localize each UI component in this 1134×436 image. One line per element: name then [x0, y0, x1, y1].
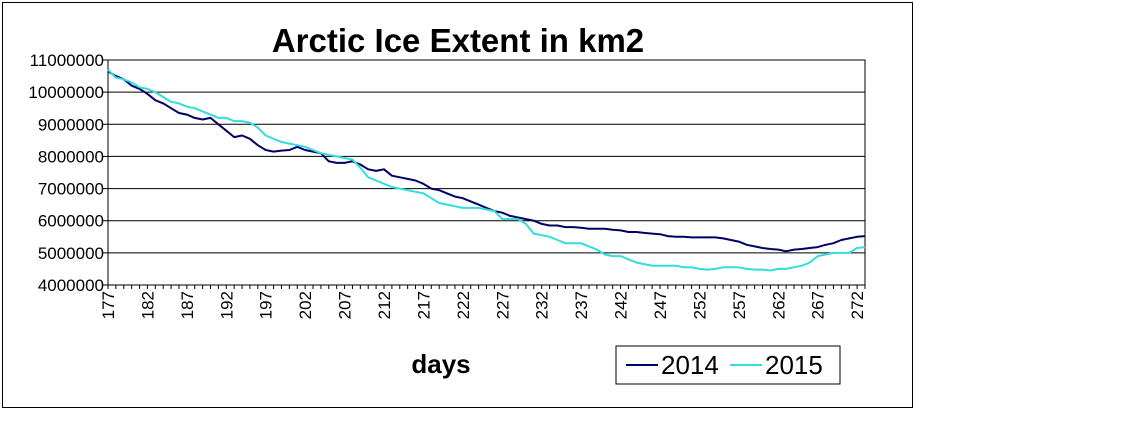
- x-tick-label: 177: [99, 291, 118, 319]
- legend-label-2015: 2015: [765, 350, 823, 380]
- x-axis-ticks: 177 182 187 192 197 202 207 212 217 222 227 232 237 2…: [99, 285, 867, 319]
- x-tick-label: 187: [178, 291, 197, 319]
- x-tick-label: 262: [769, 291, 788, 319]
- x-tick-label: 197: [257, 291, 276, 319]
- grid-lines: [108, 59, 865, 286]
- x-tick-label: 207: [336, 291, 355, 319]
- x-tick-label: 237: [572, 291, 591, 319]
- x-tick-label: 212: [375, 291, 394, 319]
- chart-svg: Arctic Ice Extent in km2 11000000 1000000…: [28, 22, 867, 385]
- x-tick-label: 272: [848, 291, 867, 319]
- legend: 2014 2015: [615, 345, 841, 385]
- x-tick-label: 232: [533, 291, 552, 319]
- x-axis-label: days: [411, 349, 470, 379]
- x-tick-label: 257: [730, 291, 749, 319]
- x-tick-label: 252: [690, 291, 709, 319]
- x-tick-label: 247: [651, 291, 670, 319]
- y-tick-label: 8000000: [38, 147, 104, 166]
- x-tick-label: 192: [217, 291, 236, 319]
- chart-title: Arctic Ice Extent in km2: [272, 22, 644, 59]
- y-tick-label: 4000000: [38, 276, 104, 295]
- chart-frame: Arctic Ice Extent in km2 11000000 1000000…: [2, 2, 913, 408]
- x-tick-label: 202: [296, 291, 315, 319]
- y-tick-label: 9000000: [38, 115, 104, 134]
- x-tick-label: 267: [809, 291, 828, 319]
- y-tick-label: 10000000: [28, 83, 104, 102]
- y-tick-label: 5000000: [38, 244, 104, 263]
- x-tick-label: 227: [493, 291, 512, 319]
- x-tick-label: 217: [414, 291, 433, 319]
- series-lines: [107, 68, 866, 272]
- y-tick-label: 11000000: [30, 51, 104, 70]
- plot-area: [107, 59, 866, 286]
- x-tick-label: 182: [138, 291, 157, 319]
- x-tick-label: 242: [612, 291, 631, 319]
- y-axis-ticks: 11000000 10000000 9000000 8000000 7000000 600…: [28, 51, 108, 295]
- series-line-2015: [107, 68, 866, 272]
- legend-label-2014: 2014: [661, 350, 719, 380]
- y-tick-label: 7000000: [38, 180, 104, 199]
- x-tick-label: 222: [454, 291, 473, 319]
- series-line-2014: [107, 70, 866, 253]
- y-tick-label: 6000000: [38, 212, 104, 231]
